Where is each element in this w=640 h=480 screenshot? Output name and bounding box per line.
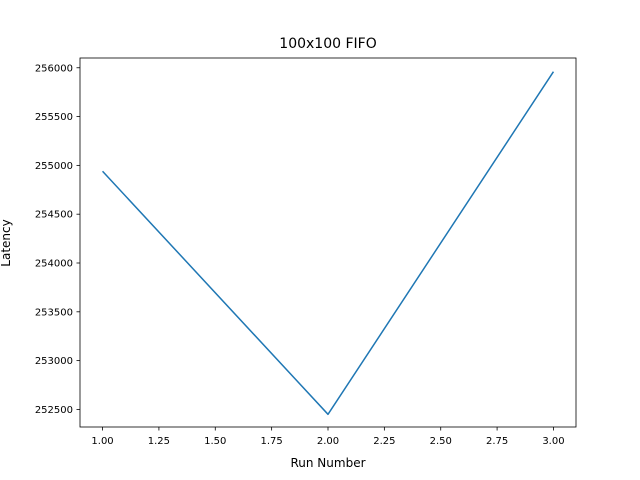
y-tick-label: 252500 (35, 405, 73, 416)
x-tick-label: 1.25 (148, 436, 170, 447)
x-tick-label: 1.75 (261, 436, 283, 447)
chart-title: 100x100 FIFO (279, 36, 376, 52)
y-tick-label: 253500 (35, 307, 73, 318)
series-line (102, 71, 555, 416)
y-tick-label: 254000 (35, 259, 73, 270)
x-tick-label: 1.50 (204, 436, 226, 447)
x-tick-label: 2.75 (486, 436, 508, 447)
ticks-layer: 1.00 1.25 1.50 1.75 2.00 2.25 2.50 2.75 3.00 2525… (35, 63, 565, 447)
plot-frame (79, 57, 577, 428)
y-tick-label: 254500 (35, 210, 73, 221)
x-tick-label: 1.00 (91, 436, 113, 447)
x-tick-label: 3.00 (542, 436, 564, 447)
y-axis-label: Latency (0, 219, 13, 266)
y-tick-label: 255500 (35, 112, 73, 123)
x-tick-label: 2.25 (373, 436, 395, 447)
x-tick-label: 2.50 (430, 436, 452, 447)
y-tick-label: 256000 (35, 63, 73, 74)
y-tick-label: 255000 (35, 161, 73, 172)
y-tick-label: 253000 (35, 356, 73, 367)
x-tick-label: 2.00 (317, 436, 339, 447)
series-layer (102, 71, 555, 416)
x-axis-label: Run Number (290, 456, 365, 470)
